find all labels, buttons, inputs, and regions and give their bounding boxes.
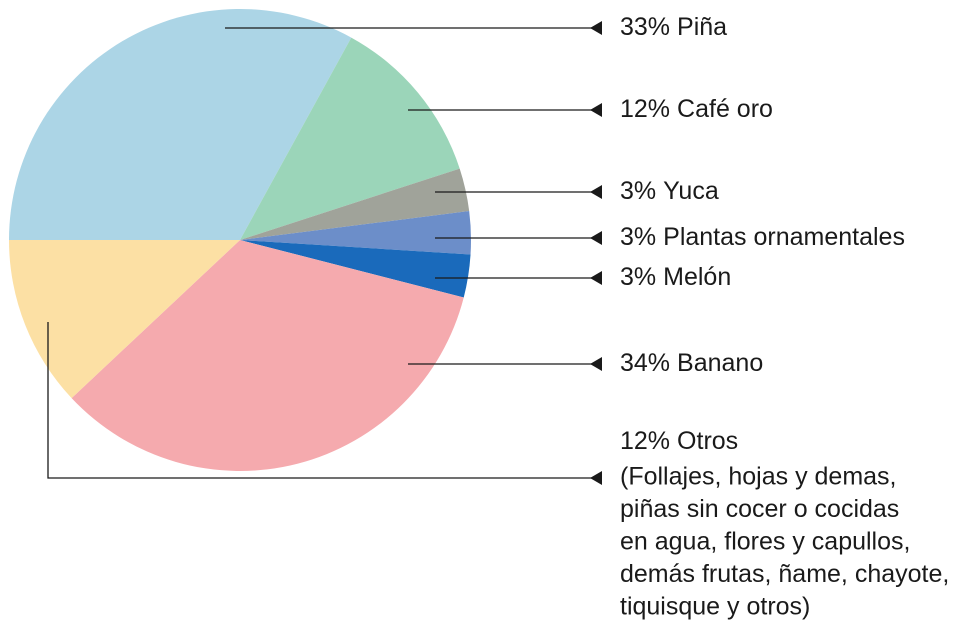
- slice-label: 3% Yuca: [620, 177, 719, 205]
- category-label: Piña: [677, 13, 727, 41]
- value-label: 3%: [620, 177, 656, 205]
- leader-arrow: [590, 271, 602, 285]
- otros-detail: tiquisque y otros): [620, 593, 810, 621]
- slice-label: 3% Melón: [620, 263, 731, 291]
- slice-label: 12% Otros: [620, 427, 738, 455]
- leader-line: [47, 322, 592, 479]
- category-label: Plantas ornamentales: [663, 223, 905, 251]
- leader-arrow: [590, 471, 602, 485]
- leader-arrow: [590, 357, 602, 371]
- otros-detail: demás frutas, ñame, chayote,: [620, 560, 949, 588]
- pie-slice: [71, 240, 464, 471]
- value-label: 12%: [620, 427, 670, 455]
- category-label: Banano: [677, 349, 763, 377]
- value-label: 3%: [620, 263, 656, 291]
- leader-arrow: [590, 103, 602, 117]
- slice-label: 33% Piña: [620, 13, 727, 41]
- pie-slice: [9, 9, 352, 240]
- pie-slice: [240, 240, 471, 298]
- otros-detail: piñas sin cocer o cocidas: [620, 495, 899, 523]
- otros-detail: (Follajes, hojas y demas,: [620, 463, 897, 491]
- slice-label: 34% Banano: [620, 349, 763, 377]
- value-label: 33%: [620, 13, 670, 41]
- value-label: 12%: [620, 95, 670, 123]
- category-label: Café oro: [677, 95, 773, 123]
- pie-slice: [240, 37, 460, 241]
- otros-detail: en agua, flores y capullos,: [620, 528, 910, 556]
- pie-slice: [240, 211, 472, 255]
- leader-arrow: [590, 21, 602, 35]
- slice-label: 12% Café oro: [620, 95, 773, 123]
- pie-slice: [240, 168, 470, 240]
- category-label: Otros: [677, 427, 738, 455]
- value-label: 3%: [620, 223, 656, 251]
- leader-arrow: [590, 185, 602, 199]
- value-label: 34%: [620, 349, 670, 377]
- category-label: Melón: [663, 263, 731, 291]
- leader-arrow: [590, 231, 602, 245]
- slice-label: 3% Plantas ornamentales: [620, 223, 905, 251]
- category-label: Yuca: [663, 177, 719, 205]
- pie-slice: [9, 240, 240, 399]
